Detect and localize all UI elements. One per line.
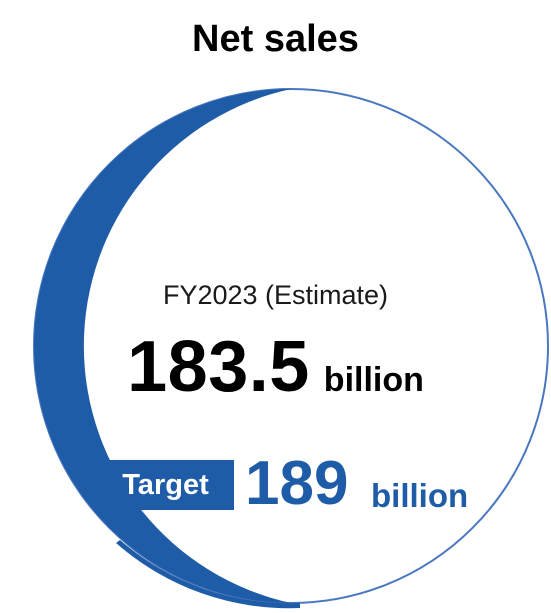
target-value: 189 [245,449,349,518]
circle-crescent-bottom [116,540,300,609]
period-label: FY2023 (Estimate) [162,280,389,310]
estimate-value-row: 183.5 billion [0,325,551,429]
page-title: Net sales [192,18,359,60]
target-badge: Target [97,460,234,510]
estimate-value: 183.5 [127,327,310,407]
estimate-unit: billion [323,361,424,399]
target-unit: billion [371,477,469,514]
